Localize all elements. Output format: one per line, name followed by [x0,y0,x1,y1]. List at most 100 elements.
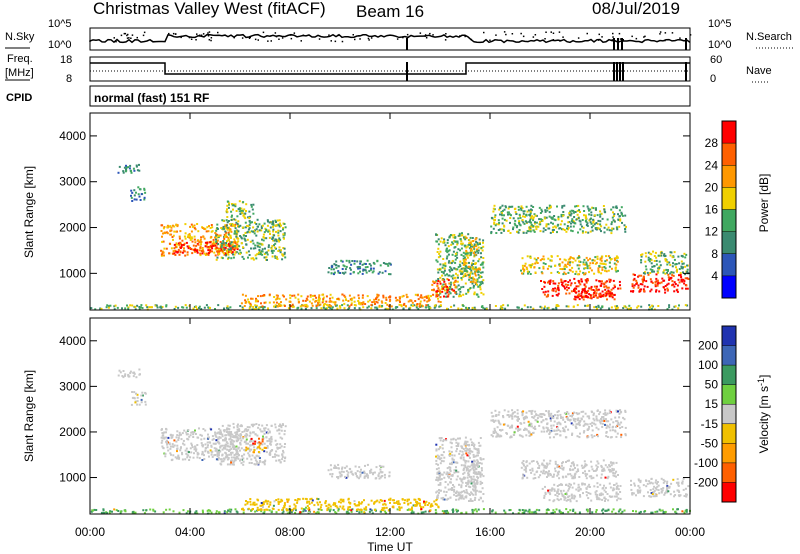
scatter-cell [226,442,229,445]
colorbar-segment [722,231,736,254]
scatter-cell [471,460,474,463]
scatter-cell [330,272,333,275]
scatter-cell [237,446,240,449]
scatter-cell [600,282,603,285]
noise-search-dot [552,39,555,41]
scatter-cell [681,262,684,265]
scatter-cell [129,370,132,373]
scatter-cell [622,307,625,309]
scatter-cell [256,454,259,457]
noise-search-dot [612,36,614,38]
scatter-cell [470,270,473,273]
scatter-cell [472,471,475,474]
scatter-cell [178,431,181,434]
scatter-cell [211,438,214,441]
scatter-cell [459,294,462,297]
scatter-cell [280,224,282,227]
scatter-cell [670,271,673,274]
scatter-cell [615,205,618,208]
scatter-cell [535,512,538,515]
scatter-cell [215,229,218,232]
scatter-cell [450,446,453,449]
scatter-cell [437,238,440,241]
scatter-cell [584,285,587,288]
scatter-cell [595,261,598,264]
scatter-cell [480,276,483,278]
scatter-cell [587,289,590,292]
scatter-cell [442,241,445,244]
scatter-cell [601,268,604,271]
scatter-cell [564,272,567,275]
scatter-cell [442,272,445,275]
scatter-cell [392,505,395,508]
scatter-cell [453,304,456,307]
scatter-cell [438,268,441,271]
scatter-cell [221,219,224,222]
scatter-cell [459,437,461,440]
scatter-cell [429,505,432,508]
range-tick-label: 2000 [59,221,86,235]
scatter-cell [254,510,257,513]
scatter-cell [432,288,435,291]
scatter-cell [462,257,465,260]
scatter-cell [113,305,116,308]
scatter-cell [325,295,328,298]
scatter-cell [591,206,594,209]
scatter-cell [277,250,280,252]
scatter-cell [459,495,462,498]
scatter-cell [620,212,623,215]
scatter-cell [337,467,340,470]
scatter-cell [349,272,352,275]
scatter-cell [410,304,413,307]
scatter-cell [499,307,502,310]
scatter-cell [448,274,451,277]
scatter-cell [494,511,497,514]
scatter-cell [282,510,285,513]
scatter-cell [136,403,139,406]
figure-title: Christmas Valley West (fitACF) [93,0,326,18]
scatter-cell [242,511,245,514]
scatter-cell [461,270,464,273]
scatter-cell [329,293,332,296]
scatter-cell [477,243,479,246]
noise-search-dot [522,35,525,38]
scatter-cell [215,242,218,244]
scatter-cell [177,457,180,460]
scatter-cell [417,502,420,505]
scatter-cell [198,457,201,460]
scatter-cell [616,425,619,428]
scatter-cell [655,277,658,280]
scatter-cell [623,224,626,227]
scatter-cell [272,228,275,231]
scatter-cell [259,442,262,445]
freq-panel-frame [89,56,691,82]
scatter-cell [435,459,438,462]
scatter-cell [454,252,457,255]
scatter-cell [479,480,482,483]
scatter-cell [380,465,383,468]
scatter-cell [641,253,644,256]
scatter-cell [283,460,286,462]
scatter-cell [228,240,231,243]
date-label: 08/Jul/2019 [592,0,680,18]
scatter-cell [186,450,189,453]
scatter-cell [171,434,174,437]
scatter-cell [471,306,474,309]
scatter-cell [223,252,226,255]
scatter-cell [569,225,572,228]
scatter-cell [589,297,592,299]
scatter-cell [249,503,252,506]
scatter-cell [361,471,364,474]
scatter-cell [353,262,356,265]
scatter-cell [234,436,237,439]
scatter-cell [441,447,444,450]
scatter-cell [449,266,452,269]
scatter-cell [569,210,572,213]
scatter-cell [272,225,274,228]
scatter-cell [542,230,545,233]
scatter-cell [586,508,589,511]
scatter-cell [348,294,351,297]
scatter-cell [562,214,565,217]
scatter-cell [530,216,533,219]
